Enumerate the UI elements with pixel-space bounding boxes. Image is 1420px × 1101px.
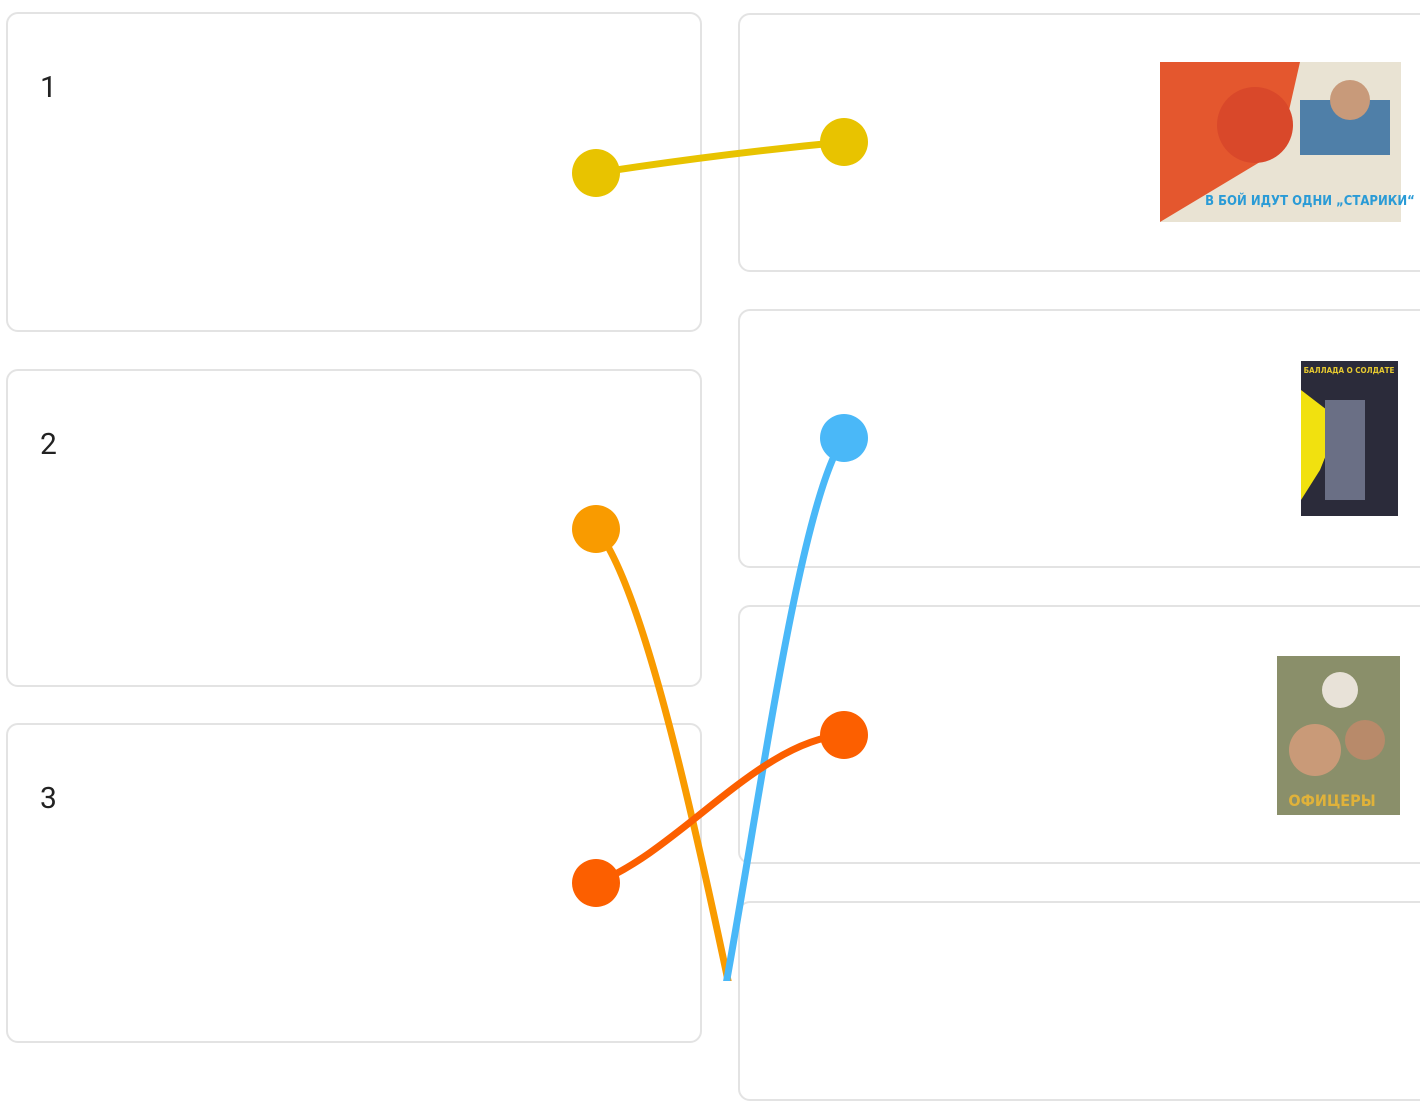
handle[interactable] xyxy=(572,505,620,553)
poster: ОФИЦЕРЫ xyxy=(1277,656,1400,815)
handles xyxy=(572,118,868,907)
handle[interactable] xyxy=(820,118,868,166)
handle[interactable] xyxy=(572,149,620,197)
poster: БАЛЛАДА О СОЛДАТЕ xyxy=(1301,361,1398,516)
overlay: В БОЙ ИДУТ ОДНИ „СТАРИКИ“ БАЛЛАДА О СОЛД… xyxy=(0,0,1420,981)
handle[interactable] xyxy=(820,711,868,759)
connection-line xyxy=(596,529,730,981)
poster: В БОЙ ИДУТ ОДНИ „СТАРИКИ“ xyxy=(1160,62,1415,222)
poster-title: В БОЙ ИДУТ ОДНИ „СТАРИКИ“ xyxy=(1205,193,1415,209)
handle[interactable] xyxy=(572,859,620,907)
page: 1 2 3 В БОЙ ИДУТ ОДНИ „СТАРИКИ“ БАЛЛАДА … xyxy=(0,0,1420,981)
connection-line xyxy=(725,438,844,981)
connection-line xyxy=(596,735,844,883)
handle[interactable] xyxy=(820,414,868,462)
poster-title: ОФИЦЕРЫ xyxy=(1288,791,1375,810)
connection-line xyxy=(596,142,844,173)
connections xyxy=(596,142,844,981)
poster-title: БАЛЛАДА О СОЛДАТЕ xyxy=(1304,366,1395,375)
